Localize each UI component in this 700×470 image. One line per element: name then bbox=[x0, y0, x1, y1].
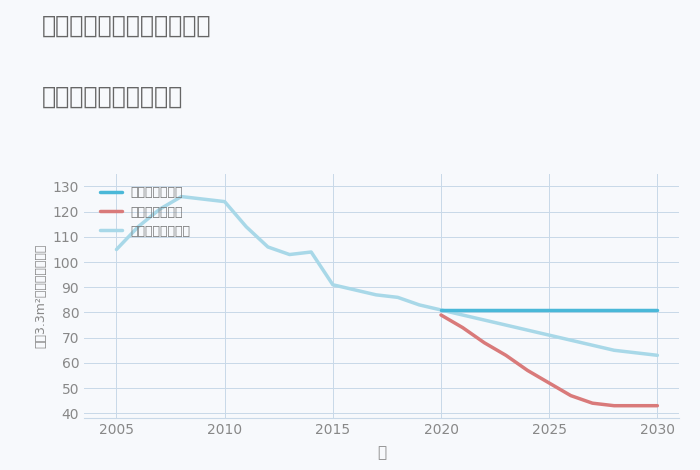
バッドシナリオ bbox=[502, 352, 510, 358]
Legend: グッドシナリオ, バッドシナリオ, ノーマルシナリオ: グッドシナリオ, バッドシナリオ, ノーマルシナリオ bbox=[96, 182, 194, 242]
ノーマルシナリオ bbox=[653, 352, 662, 358]
バッドシナリオ bbox=[588, 400, 596, 406]
グッドシナリオ bbox=[610, 307, 618, 313]
ノーマルシナリオ bbox=[155, 206, 164, 212]
ノーマルシナリオ bbox=[610, 347, 618, 353]
ノーマルシナリオ bbox=[177, 194, 186, 199]
ノーマルシナリオ bbox=[631, 350, 640, 356]
ノーマルシナリオ bbox=[242, 224, 251, 230]
バッドシナリオ bbox=[480, 340, 489, 345]
ノーマルシナリオ bbox=[286, 252, 294, 258]
バッドシナリオ bbox=[458, 325, 467, 330]
グッドシナリオ bbox=[631, 307, 640, 313]
バッドシナリオ bbox=[566, 393, 575, 399]
バッドシナリオ bbox=[653, 403, 662, 408]
Y-axis label: 平（3.3m²）単価（万円）: 平（3.3m²）単価（万円） bbox=[34, 244, 47, 348]
グッドシナリオ bbox=[458, 307, 467, 313]
バッドシナリオ bbox=[610, 403, 618, 408]
ノーマルシナリオ bbox=[524, 327, 532, 333]
ノーマルシナリオ bbox=[393, 295, 402, 300]
ノーマルシナリオ bbox=[502, 322, 510, 328]
ノーマルシナリオ bbox=[112, 247, 120, 252]
ノーマルシナリオ bbox=[307, 249, 316, 255]
ノーマルシナリオ bbox=[264, 244, 272, 250]
X-axis label: 年: 年 bbox=[377, 446, 386, 461]
グッドシナリオ bbox=[545, 307, 554, 313]
ノーマルシナリオ bbox=[588, 343, 596, 348]
グッドシナリオ bbox=[437, 307, 445, 313]
ノーマルシナリオ bbox=[134, 224, 142, 230]
バッドシナリオ bbox=[545, 380, 554, 386]
ノーマルシナリオ bbox=[350, 287, 358, 293]
グッドシナリオ bbox=[566, 307, 575, 313]
ノーマルシナリオ bbox=[545, 332, 554, 338]
バッドシナリオ bbox=[437, 312, 445, 318]
Line: ノーマルシナリオ: ノーマルシナリオ bbox=[116, 196, 657, 355]
ノーマルシナリオ bbox=[415, 302, 424, 308]
バッドシナリオ bbox=[524, 368, 532, 373]
Text: 中古戸建ての価格推移: 中古戸建ての価格推移 bbox=[42, 85, 183, 109]
グッドシナリオ bbox=[480, 307, 489, 313]
Line: バッドシナリオ: バッドシナリオ bbox=[441, 315, 657, 406]
Text: 奈良県磯城郡三宅町石見の: 奈良県磯城郡三宅町石見の bbox=[42, 14, 211, 38]
ノーマルシナリオ bbox=[480, 317, 489, 323]
ノーマルシナリオ bbox=[458, 312, 467, 318]
ノーマルシナリオ bbox=[220, 199, 229, 204]
ノーマルシナリオ bbox=[566, 337, 575, 343]
ノーマルシナリオ bbox=[199, 196, 207, 202]
グッドシナリオ bbox=[588, 307, 596, 313]
ノーマルシナリオ bbox=[372, 292, 380, 298]
グッドシナリオ bbox=[653, 307, 662, 313]
グッドシナリオ bbox=[524, 307, 532, 313]
グッドシナリオ bbox=[502, 307, 510, 313]
ノーマルシナリオ bbox=[328, 282, 337, 288]
ノーマルシナリオ bbox=[437, 307, 445, 313]
バッドシナリオ bbox=[631, 403, 640, 408]
